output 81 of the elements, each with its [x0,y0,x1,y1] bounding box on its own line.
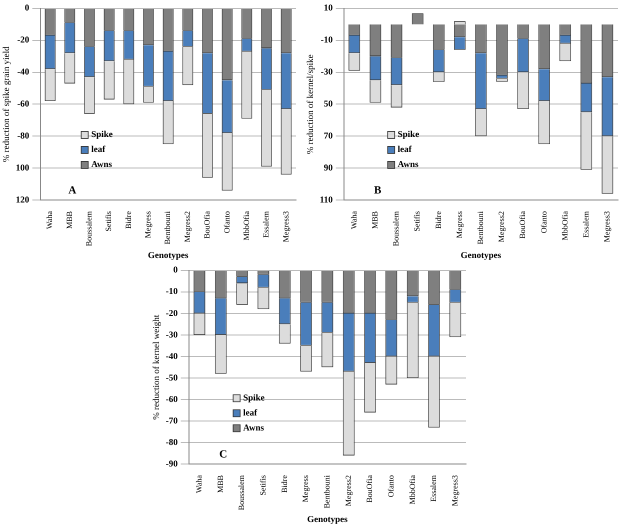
y-tick-label: -60 [17,98,30,109]
y-tick-label: 120 [16,194,30,204]
legend-label: leaf [398,144,413,154]
x-tick-label: BouOfia [518,210,528,239]
x-tick-label: Waha [45,210,54,230]
x-tick-label: Ofanto [539,211,548,234]
y-axis-title: % reduction of kernel weight [150,314,161,420]
x-tick-label: Ofanto [222,211,232,234]
y-tick-label: -40 [17,66,30,77]
annotation: C [219,448,228,460]
legend-label: Awns [243,422,264,433]
y-tick-label: -10 [320,34,334,45]
y-tick-label: 90 [324,162,334,172]
y-tick-label: -10 [166,286,178,296]
x-tick-label: MbbOfia [242,210,251,240]
x-tick-label: Megress2 [344,475,353,506]
y-tick-label: -80 [17,130,30,141]
x-tick-label: Megress [144,211,153,238]
y-tick-label: -30 [320,66,334,77]
x-tick-label: MbbOfia [408,474,417,504]
y-tick-label: 0 [173,264,178,275]
x-tick-label: BouOfia [202,210,212,239]
y-axis-title: % reduction of spike grain yield [0,46,11,162]
y-tick-label: -20 [166,308,178,318]
x-tick-label: BouOfia [365,474,374,503]
y-tick-label: 70 [324,130,334,141]
x-tick-label: Bentbouni [322,474,332,508]
annotation: B [374,184,382,196]
legend-label: Awns [398,159,420,170]
x-tick-label: Essalem [262,210,271,238]
y-tick-label: -80 [166,436,178,447]
x-tick-label: Boussalem [392,210,401,246]
x-tick-label: Waha [194,474,204,494]
y-tick-label: -20 [17,34,30,45]
x-tick-label: Boussalem [84,210,94,246]
y-tick-label: 0 [24,2,30,13]
y-axis-title: % reduction of kernel/spike [304,54,315,154]
x-tick-label: Megress2 [182,211,192,242]
y-tick-label: 10 [324,2,334,13]
legend-label: leaf [243,408,258,418]
x-tick-label: Megress2 [497,211,506,242]
y-tick-label: -70 [166,415,178,426]
x-tick-label: Megress [301,475,310,502]
legend-label: Spike [243,392,265,403]
x-tick-label: MBB [216,475,225,493]
x-tick-label: Setifis [412,211,422,232]
x-tick-label: Megress3 [281,211,290,242]
x-tick-label: Bentbouni [476,210,485,244]
x-tick-label: Ofanto [386,475,396,498]
x-tick-label: Bidre [124,210,133,229]
x-tick-label: Setifis [104,211,114,232]
x-axis-title: Genotypes [148,250,189,260]
x-axis-title: Genotypes [307,514,348,524]
x-tick-label: Bidre [434,210,443,229]
legend-label: Spike [91,129,113,140]
legend-label: Spike [398,129,420,140]
x-tick-label: Waha [349,210,358,230]
y-tick-label: -50 [166,372,178,382]
x-tick-label: Megress [454,211,464,238]
y-tick-label: -60 [166,394,178,404]
x-tick-label: MBB [64,211,74,229]
x-tick-label: Essalem [429,474,438,502]
legend-label: Awns [91,159,113,170]
x-axis-title: Genotypes [460,250,502,260]
x-tick-label: Bentbouni [163,210,172,244]
y-tick-label: 110 [320,194,334,204]
x-tick-label: MbbOfia [560,210,570,240]
x-tick-label: Essalem [581,210,590,238]
legend-label: leaf [91,144,106,154]
x-tick-label: MBB [370,211,380,229]
annotation: A [68,184,76,196]
y-tick-label: 100 [16,162,30,172]
x-tick-label: Megress3 [450,475,460,506]
x-tick-label: Boussalem [237,474,246,510]
y-tick-label: -40 [166,350,178,361]
y-tick-label: 50 [324,98,334,109]
x-tick-label: Megress3 [602,211,612,242]
x-tick-label: Bidre [280,474,289,493]
y-tick-label: -90 [166,458,178,468]
x-tick-label: Setifis [258,475,268,496]
y-tick-label: -30 [166,329,178,340]
